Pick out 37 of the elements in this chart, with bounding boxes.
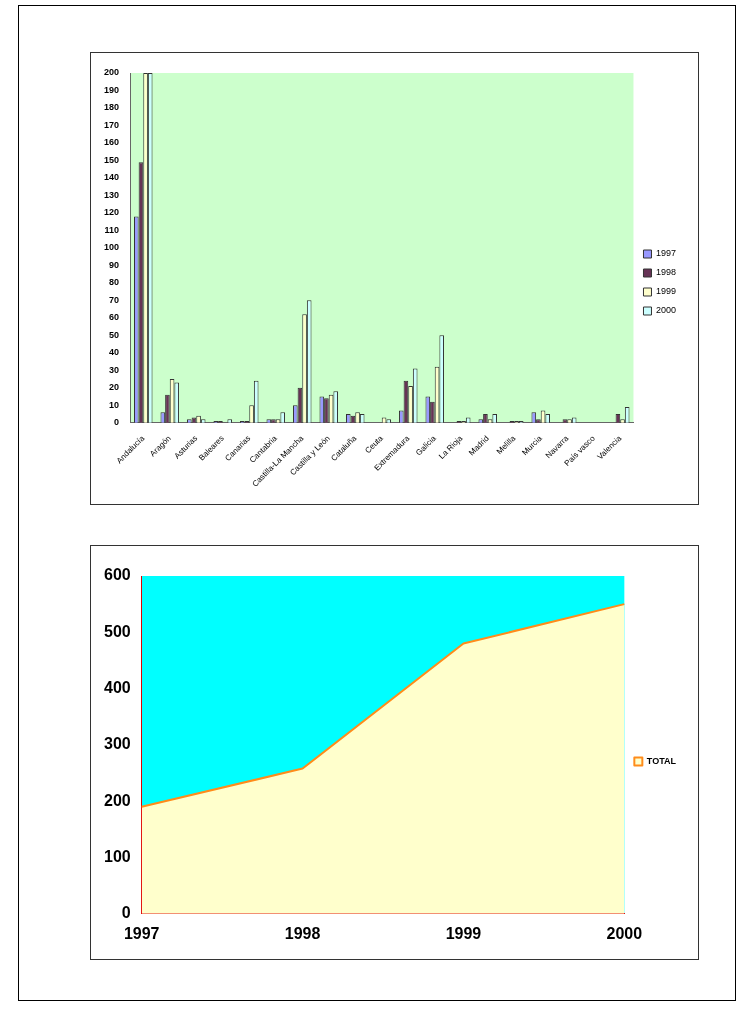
y-tick-label: 100 xyxy=(103,847,131,865)
y-tick-label: 300 xyxy=(103,735,131,753)
legend-label: 2000 xyxy=(655,305,677,316)
y-tick-label: 160 xyxy=(103,137,120,148)
y-tick-label: 30 xyxy=(109,364,120,375)
y-tick-label: 60 xyxy=(109,312,120,323)
y-tick-label: 600 xyxy=(103,566,131,584)
y-tick-label: 500 xyxy=(103,622,131,640)
legend-label: 1999 xyxy=(655,286,677,297)
legend-label: TOTAL xyxy=(646,755,677,766)
y-tick-label: 180 xyxy=(103,102,120,113)
x-tick-label: 1997 xyxy=(123,924,160,942)
legend-label: 1998 xyxy=(655,267,677,278)
y-tick-label: 200 xyxy=(103,67,120,78)
y-tick-label: 90 xyxy=(109,259,120,270)
x-tick-label: 2000 xyxy=(606,924,643,942)
y-tick-label: 100 xyxy=(103,242,120,253)
x-tick-label: 1999 xyxy=(445,924,482,942)
y-tick-label: 110 xyxy=(104,224,120,235)
y-tick-label: 70 xyxy=(109,294,120,305)
y-tick-label: 400 xyxy=(103,679,131,697)
y-tick-label: 0 xyxy=(114,417,120,428)
y-tick-label: 120 xyxy=(103,207,120,218)
y-tick-label: 170 xyxy=(103,119,120,130)
y-tick-label: 190 xyxy=(103,84,120,95)
y-tick-label: 20 xyxy=(109,382,120,393)
y-tick-label: 10 xyxy=(109,399,120,410)
y-tick-label: 150 xyxy=(103,154,120,165)
x-tick-label: 1998 xyxy=(284,924,321,942)
y-tick-label: 40 xyxy=(109,347,120,358)
y-tick-label: 80 xyxy=(109,277,120,288)
y-tick-label: 200 xyxy=(103,791,131,809)
y-tick-label: 140 xyxy=(103,172,120,183)
y-tick-label: 130 xyxy=(103,189,120,200)
y-tick-label: 50 xyxy=(109,329,120,340)
y-tick-label: 0 xyxy=(121,904,131,922)
legend-label: 1997 xyxy=(655,248,677,259)
